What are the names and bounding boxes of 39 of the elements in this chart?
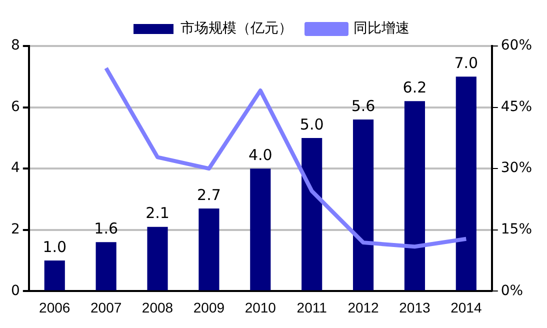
data-label: 6.2 xyxy=(402,78,427,97)
legend-label: 同比增速 xyxy=(354,20,410,37)
x-tick-label: 2011 xyxy=(296,299,328,316)
y2-tick-label: 0% xyxy=(500,282,524,299)
bar xyxy=(96,242,116,290)
x-tick-label: 2006 xyxy=(39,299,70,316)
y2-tick-label: 30% xyxy=(500,160,532,176)
legend-label: 市场规模（亿元） xyxy=(180,20,292,37)
bar xyxy=(147,226,168,290)
x-tick-label: 2010 xyxy=(244,299,276,316)
x-tick-label: 2009 xyxy=(193,299,225,316)
data-label: 1.6 xyxy=(94,220,118,238)
data-label: 5.6 xyxy=(351,96,376,115)
bar xyxy=(198,208,220,290)
bar xyxy=(302,138,322,290)
y-tick-label: 8 xyxy=(10,38,20,54)
data-label: 2.7 xyxy=(197,186,221,204)
y-tick-label: 4 xyxy=(10,160,20,176)
x-tick-label: 2014 xyxy=(450,299,482,316)
bar xyxy=(250,168,271,290)
data-label: 4.0 xyxy=(248,146,272,164)
bar xyxy=(352,120,374,290)
bar xyxy=(456,76,476,290)
y2-tick-label: 15% xyxy=(500,222,532,238)
x-tick-label: 2013 xyxy=(399,299,430,316)
data-label: 7.0 xyxy=(454,54,478,72)
bar xyxy=(404,101,426,290)
y-tick-label: 6 xyxy=(10,98,20,115)
y-tick-label: 0 xyxy=(10,282,20,299)
y2-tick-label: 45% xyxy=(500,98,532,115)
data-label: 1.0 xyxy=(42,238,67,256)
bar xyxy=(44,260,65,290)
x-tick-label: 2007 xyxy=(90,299,122,316)
y2-tick-label: 60% xyxy=(500,38,532,54)
y-tick-label: 2 xyxy=(10,222,20,238)
x-tick-label: 2012 xyxy=(348,299,380,316)
x-tick-label: 2008 xyxy=(142,299,174,316)
data-label: 5.0 xyxy=(300,115,324,134)
data-label: 2.1 xyxy=(146,204,170,222)
